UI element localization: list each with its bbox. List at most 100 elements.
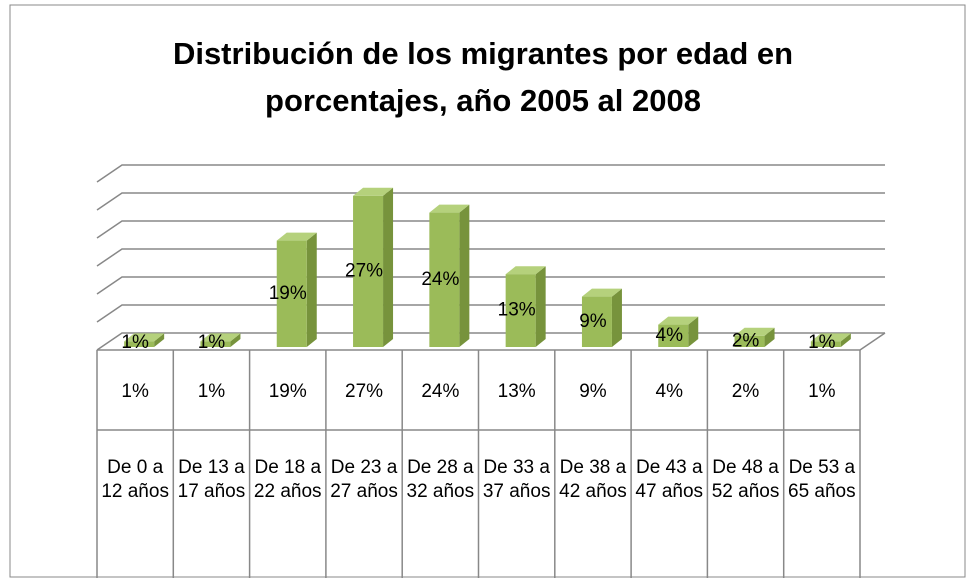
bar-top (581, 288, 622, 297)
grid-line (96, 332, 885, 351)
bar (353, 187, 394, 347)
data-label: 9% (579, 311, 607, 332)
grid-line (96, 164, 885, 183)
table-category: De 23 a 27 años (330, 457, 398, 502)
table-value: 4% (655, 381, 683, 402)
table-category: De 43 a 47 años (635, 457, 704, 502)
table-category-box: De 0 a 12 años (101, 457, 169, 502)
bar-top (124, 333, 165, 342)
bar-side (535, 266, 546, 347)
data-label: 13% (498, 300, 536, 321)
bar-front (276, 240, 307, 347)
bar-top (734, 327, 775, 336)
bar-side (230, 333, 241, 347)
bar-front (353, 195, 384, 347)
table-category: De 53 a 65 años (788, 457, 856, 502)
table-category-box: De 23 a 27 años (330, 457, 398, 502)
data-label: 24% (421, 269, 459, 290)
table-value-box: 1% (197, 381, 226, 402)
bar-top (810, 333, 851, 342)
table-category: De 38 a 42 años (559, 457, 627, 502)
table-value: 1% (121, 381, 149, 402)
bar-front (581, 296, 612, 347)
data-label: 1% (808, 332, 836, 353)
bar (734, 327, 775, 347)
table-category-box: De 43 a 47 años (635, 457, 704, 502)
bar-side (154, 333, 165, 347)
table-value-box: 1% (121, 381, 149, 402)
table-category-box: De 13 a 17 años (177, 457, 246, 502)
bar (429, 204, 470, 347)
table-category: De 48 a 52 años (711, 457, 780, 502)
table-category: De 0 a 12 años (101, 457, 169, 502)
table-value: 13% (497, 381, 536, 402)
table-value: 24% (421, 381, 460, 402)
table-category-box: De 53 a 65 años (788, 457, 856, 502)
table-category-box: De 28 a 32 años (406, 457, 475, 502)
data-label: 1% (198, 332, 226, 353)
bar (276, 232, 317, 347)
table-value-box: 27% (345, 381, 384, 402)
bar-front (124, 341, 155, 347)
table-category: De 28 a 32 años (406, 457, 475, 502)
table-category: De 13 a 17 años (177, 457, 246, 502)
bar (581, 288, 622, 347)
table-category-box: De 18 a 22 años (253, 457, 322, 502)
bar-side (459, 204, 470, 347)
bar-front (734, 335, 765, 347)
table-value-box: 1% (808, 381, 836, 402)
data-label: 19% (269, 283, 307, 304)
chart-border (9, 4, 966, 578)
bar-top (200, 333, 241, 342)
grid-line (96, 192, 885, 211)
bar-top (353, 187, 394, 196)
title-box: Distribución de los migrantes por edad e… (172, 36, 794, 118)
table-value: 27% (345, 381, 384, 402)
bar (124, 333, 165, 347)
table-value-box: 24% (421, 381, 460, 402)
data-label: 27% (345, 260, 383, 281)
table-value-box: 19% (269, 381, 307, 402)
grid-line (96, 220, 885, 239)
bar-side (764, 327, 775, 347)
data-label: 1% (121, 332, 149, 353)
table-value: 1% (808, 381, 836, 402)
bar-front (200, 341, 231, 347)
bar-side (306, 232, 317, 347)
table-category-box: De 33 a 37 años (482, 457, 551, 502)
bar-front (429, 212, 460, 347)
bar (810, 333, 851, 347)
table-value: 9% (579, 381, 607, 402)
table-category-box: De 48 a 52 años (711, 457, 780, 502)
grid-line (96, 304, 885, 323)
bar-side (383, 187, 394, 347)
table-value-box: 4% (655, 381, 683, 402)
table-category-box: De 38 a 42 años (559, 457, 627, 502)
table-value-box: 2% (731, 381, 760, 402)
data-label: 2% (732, 330, 760, 351)
bar-top (505, 266, 546, 275)
chart-title: Distribución de los migrantes por edad e… (172, 36, 794, 118)
bar-top (276, 232, 317, 241)
table-value-box: 13% (497, 381, 536, 402)
data-label: 4% (656, 325, 684, 346)
bar-side (840, 333, 851, 347)
table-category: De 18 a 22 años (253, 457, 322, 502)
bar (658, 316, 699, 347)
bar-front (505, 274, 536, 347)
bar-front (810, 341, 841, 347)
table-value: 1% (197, 381, 226, 402)
bar-front (658, 324, 689, 347)
grid-line (96, 276, 885, 295)
bar (200, 333, 241, 347)
table-value: 2% (731, 381, 760, 402)
bar-top (429, 204, 470, 213)
grid-line (96, 248, 885, 267)
table-category: De 33 a 37 años (482, 457, 551, 502)
bar-top (658, 316, 699, 325)
bar-side (611, 288, 622, 347)
bar (505, 266, 546, 347)
bar-side (688, 316, 699, 347)
table-value-box: 9% (579, 381, 607, 402)
